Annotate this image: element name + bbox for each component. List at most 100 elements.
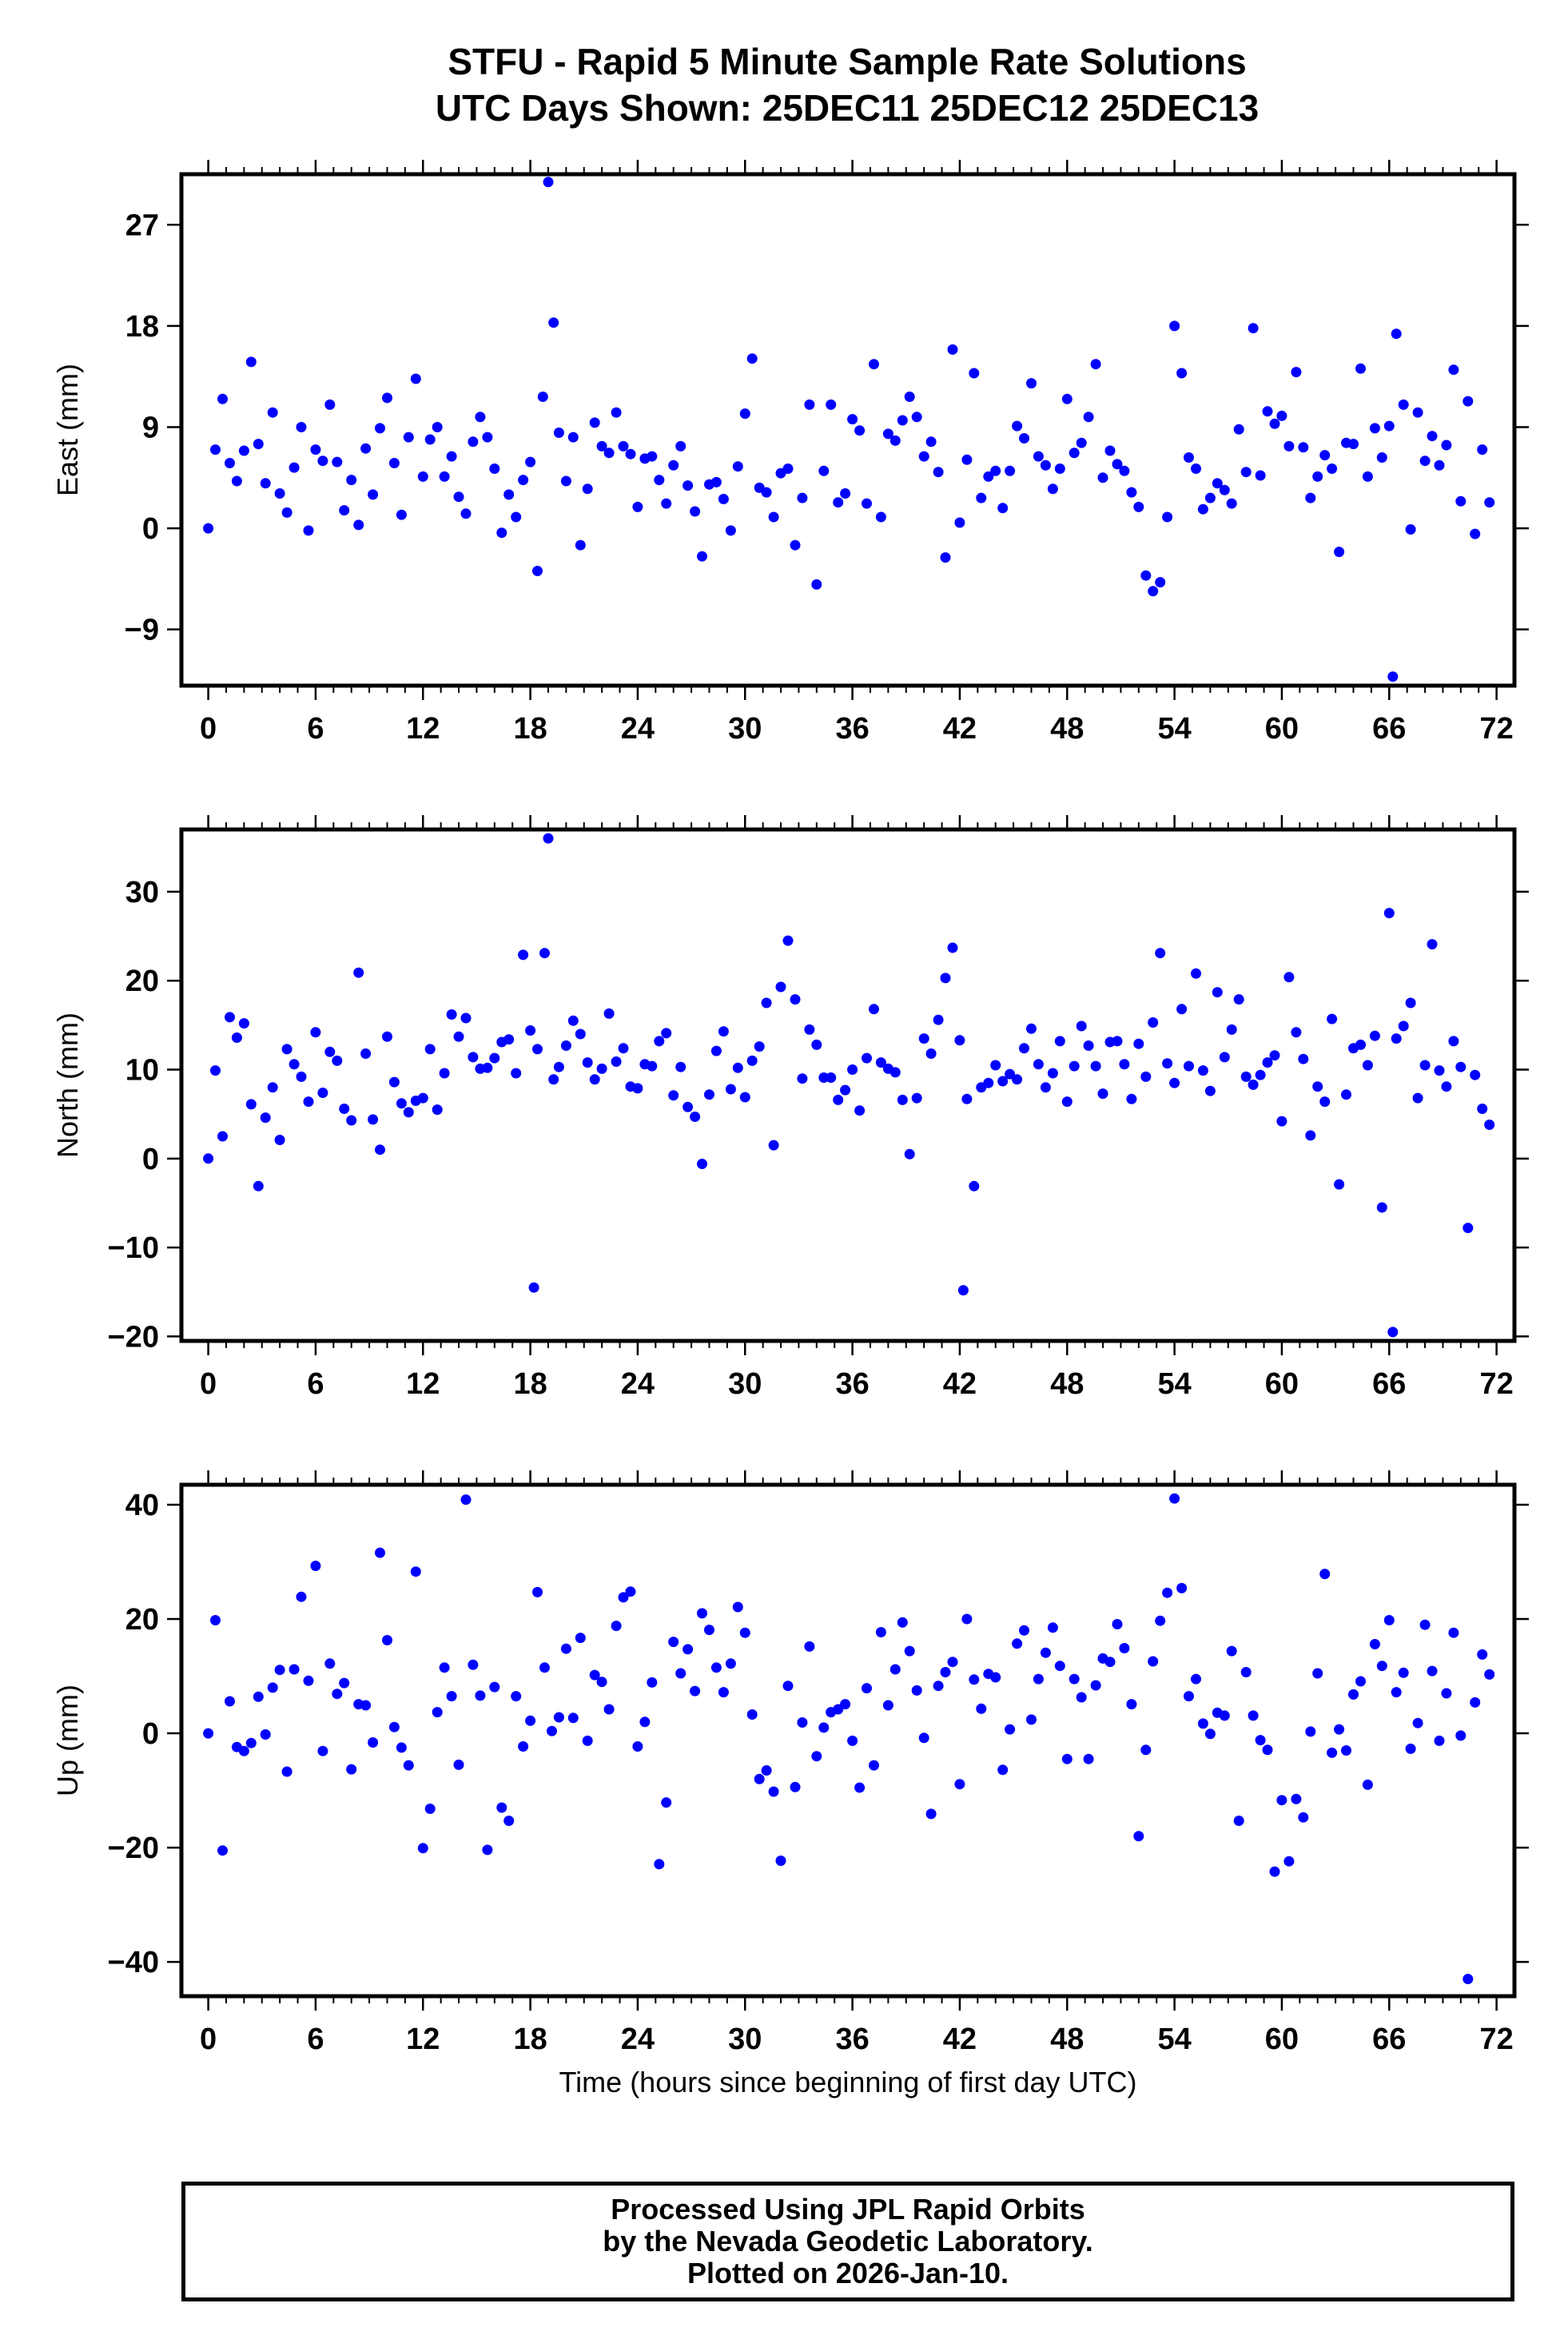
data-point <box>1412 1717 1423 1728</box>
data-point <box>775 1856 786 1866</box>
data-point <box>668 459 679 471</box>
data-point <box>203 1153 214 1164</box>
data-point <box>339 1104 350 1114</box>
data-point <box>525 1025 536 1036</box>
data-point <box>725 1084 736 1095</box>
x-tick-label: 42 <box>943 1367 977 1401</box>
data-point <box>1463 1223 1474 1234</box>
data-point <box>1484 1669 1495 1680</box>
data-point <box>210 1065 221 1076</box>
data-point <box>375 423 385 434</box>
footer-box: Processed Using JPL Rapid Orbits by the … <box>181 2182 1514 2301</box>
data-point <box>1463 1974 1474 1984</box>
data-point <box>1240 1667 1252 1677</box>
data-point <box>904 392 915 402</box>
data-point <box>589 1669 600 1681</box>
data-point <box>382 1635 392 1645</box>
data-point <box>460 508 472 519</box>
data-point <box>811 579 822 590</box>
data-point <box>203 523 214 534</box>
data-point <box>976 492 987 503</box>
data-point <box>654 1859 665 1870</box>
data-point <box>1312 471 1323 482</box>
data-point <box>432 1707 443 1718</box>
data-point <box>1090 1680 1101 1691</box>
data-point <box>439 471 450 482</box>
data-point <box>1427 431 1438 442</box>
data-point <box>1434 1735 1445 1746</box>
data-point <box>1012 420 1023 432</box>
data-point <box>661 1797 672 1808</box>
data-point <box>1470 1697 1481 1708</box>
x-tick-label: 6 <box>307 1367 324 1401</box>
data-point <box>1291 367 1302 378</box>
data-point <box>933 467 944 478</box>
data-point <box>976 1703 987 1714</box>
data-point <box>424 1044 436 1055</box>
y-axis-label: East (mm) <box>51 364 84 496</box>
x-tick-label: 54 <box>1157 2023 1191 2056</box>
data-point <box>238 445 249 456</box>
data-point <box>303 1675 314 1686</box>
x-tick-label: 54 <box>1157 1367 1191 1401</box>
data-point <box>1112 459 1123 470</box>
data-point <box>1376 452 1387 463</box>
data-point <box>1126 1093 1137 1104</box>
data-point <box>1090 1060 1101 1072</box>
data-point <box>1283 1856 1295 1867</box>
data-point <box>618 1592 629 1603</box>
data-point <box>1283 440 1295 451</box>
data-point <box>797 492 808 503</box>
data-point <box>528 1282 539 1293</box>
data-point <box>1355 1039 1366 1050</box>
data-point <box>718 1687 729 1698</box>
data-point <box>1033 1059 1044 1070</box>
y-tick-label: −20 <box>108 1832 159 1865</box>
data-point <box>468 1659 479 1670</box>
footer-line-3: Plotted on 2026-Jan-10. <box>686 2257 1009 2289</box>
data-point <box>1233 1816 1244 1826</box>
data-point <box>1240 1071 1252 1082</box>
data-point <box>1047 483 1058 495</box>
data-point <box>1097 1088 1108 1100</box>
data-point <box>267 407 278 418</box>
data-point <box>1477 444 1488 455</box>
data-point <box>954 517 965 528</box>
y-tick-label: −20 <box>108 1320 159 1354</box>
data-point <box>732 1601 743 1613</box>
data-point <box>1283 972 1295 983</box>
data-point <box>245 1737 257 1748</box>
data-point <box>990 1060 1001 1071</box>
data-point <box>253 439 264 450</box>
data-point <box>317 1745 328 1756</box>
data-point <box>432 1104 443 1116</box>
data-point <box>683 1101 694 1112</box>
data-point <box>840 1084 851 1096</box>
data-point <box>904 1645 915 1657</box>
data-point <box>1455 1730 1467 1741</box>
x-tick-label: 48 <box>1050 1367 1084 1401</box>
data-point <box>882 428 893 440</box>
data-point <box>1026 1714 1037 1725</box>
data-point <box>332 456 343 467</box>
data-point <box>925 436 937 448</box>
data-point <box>1305 1130 1316 1141</box>
y-tick-label: 18 <box>125 310 159 344</box>
data-point <box>1376 1661 1387 1672</box>
data-point <box>260 1729 271 1740</box>
data-point <box>489 1681 500 1693</box>
data-point <box>1255 470 1266 481</box>
data-point <box>862 1683 872 1694</box>
data-point <box>969 1674 980 1685</box>
data-point <box>797 1717 808 1728</box>
data-point <box>1047 1622 1058 1633</box>
data-point <box>460 1012 472 1024</box>
data-point <box>875 511 886 523</box>
data-point <box>889 1067 901 1078</box>
data-point <box>310 1027 321 1038</box>
data-point <box>1441 1081 1452 1092</box>
data-point <box>1255 1735 1266 1746</box>
x-tick-label: 18 <box>513 2023 547 2056</box>
data-point <box>388 458 400 468</box>
data-point <box>683 480 694 491</box>
